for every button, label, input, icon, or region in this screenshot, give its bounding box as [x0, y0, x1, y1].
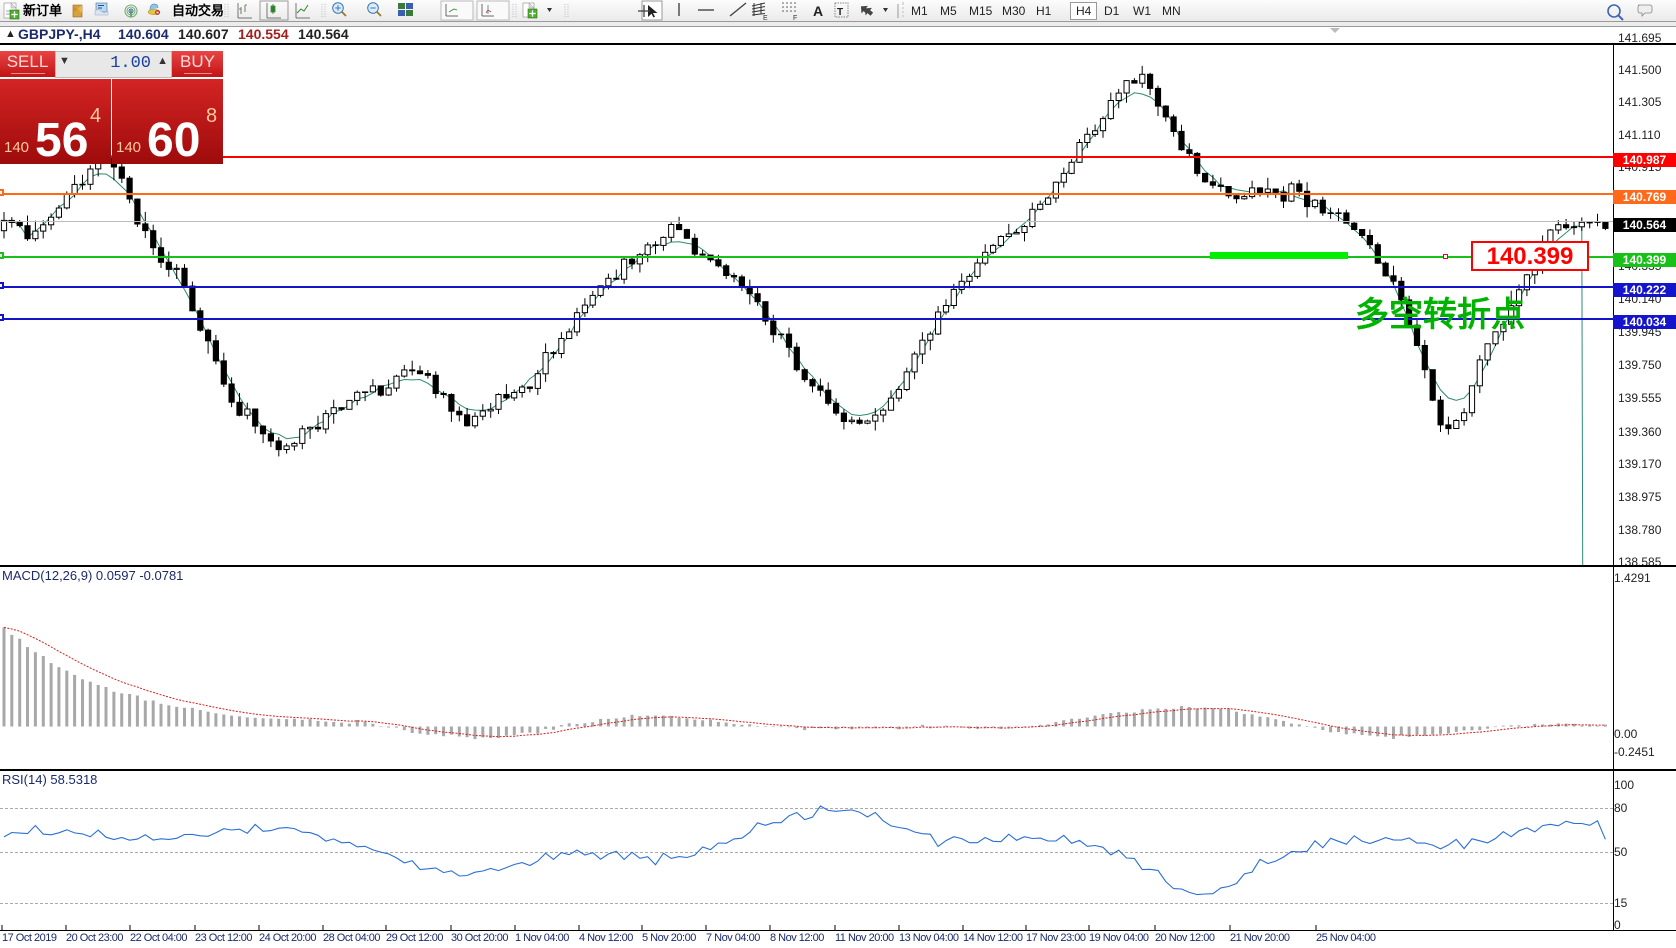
svg-text:新订单: 新订单: [23, 3, 62, 18]
svg-text:E: E: [763, 15, 768, 22]
svg-text:自动交易: 自动交易: [172, 3, 224, 18]
svg-text:F: F: [793, 15, 797, 22]
svg-text:A: A: [813, 3, 823, 19]
svg-text:T: T: [837, 7, 843, 18]
